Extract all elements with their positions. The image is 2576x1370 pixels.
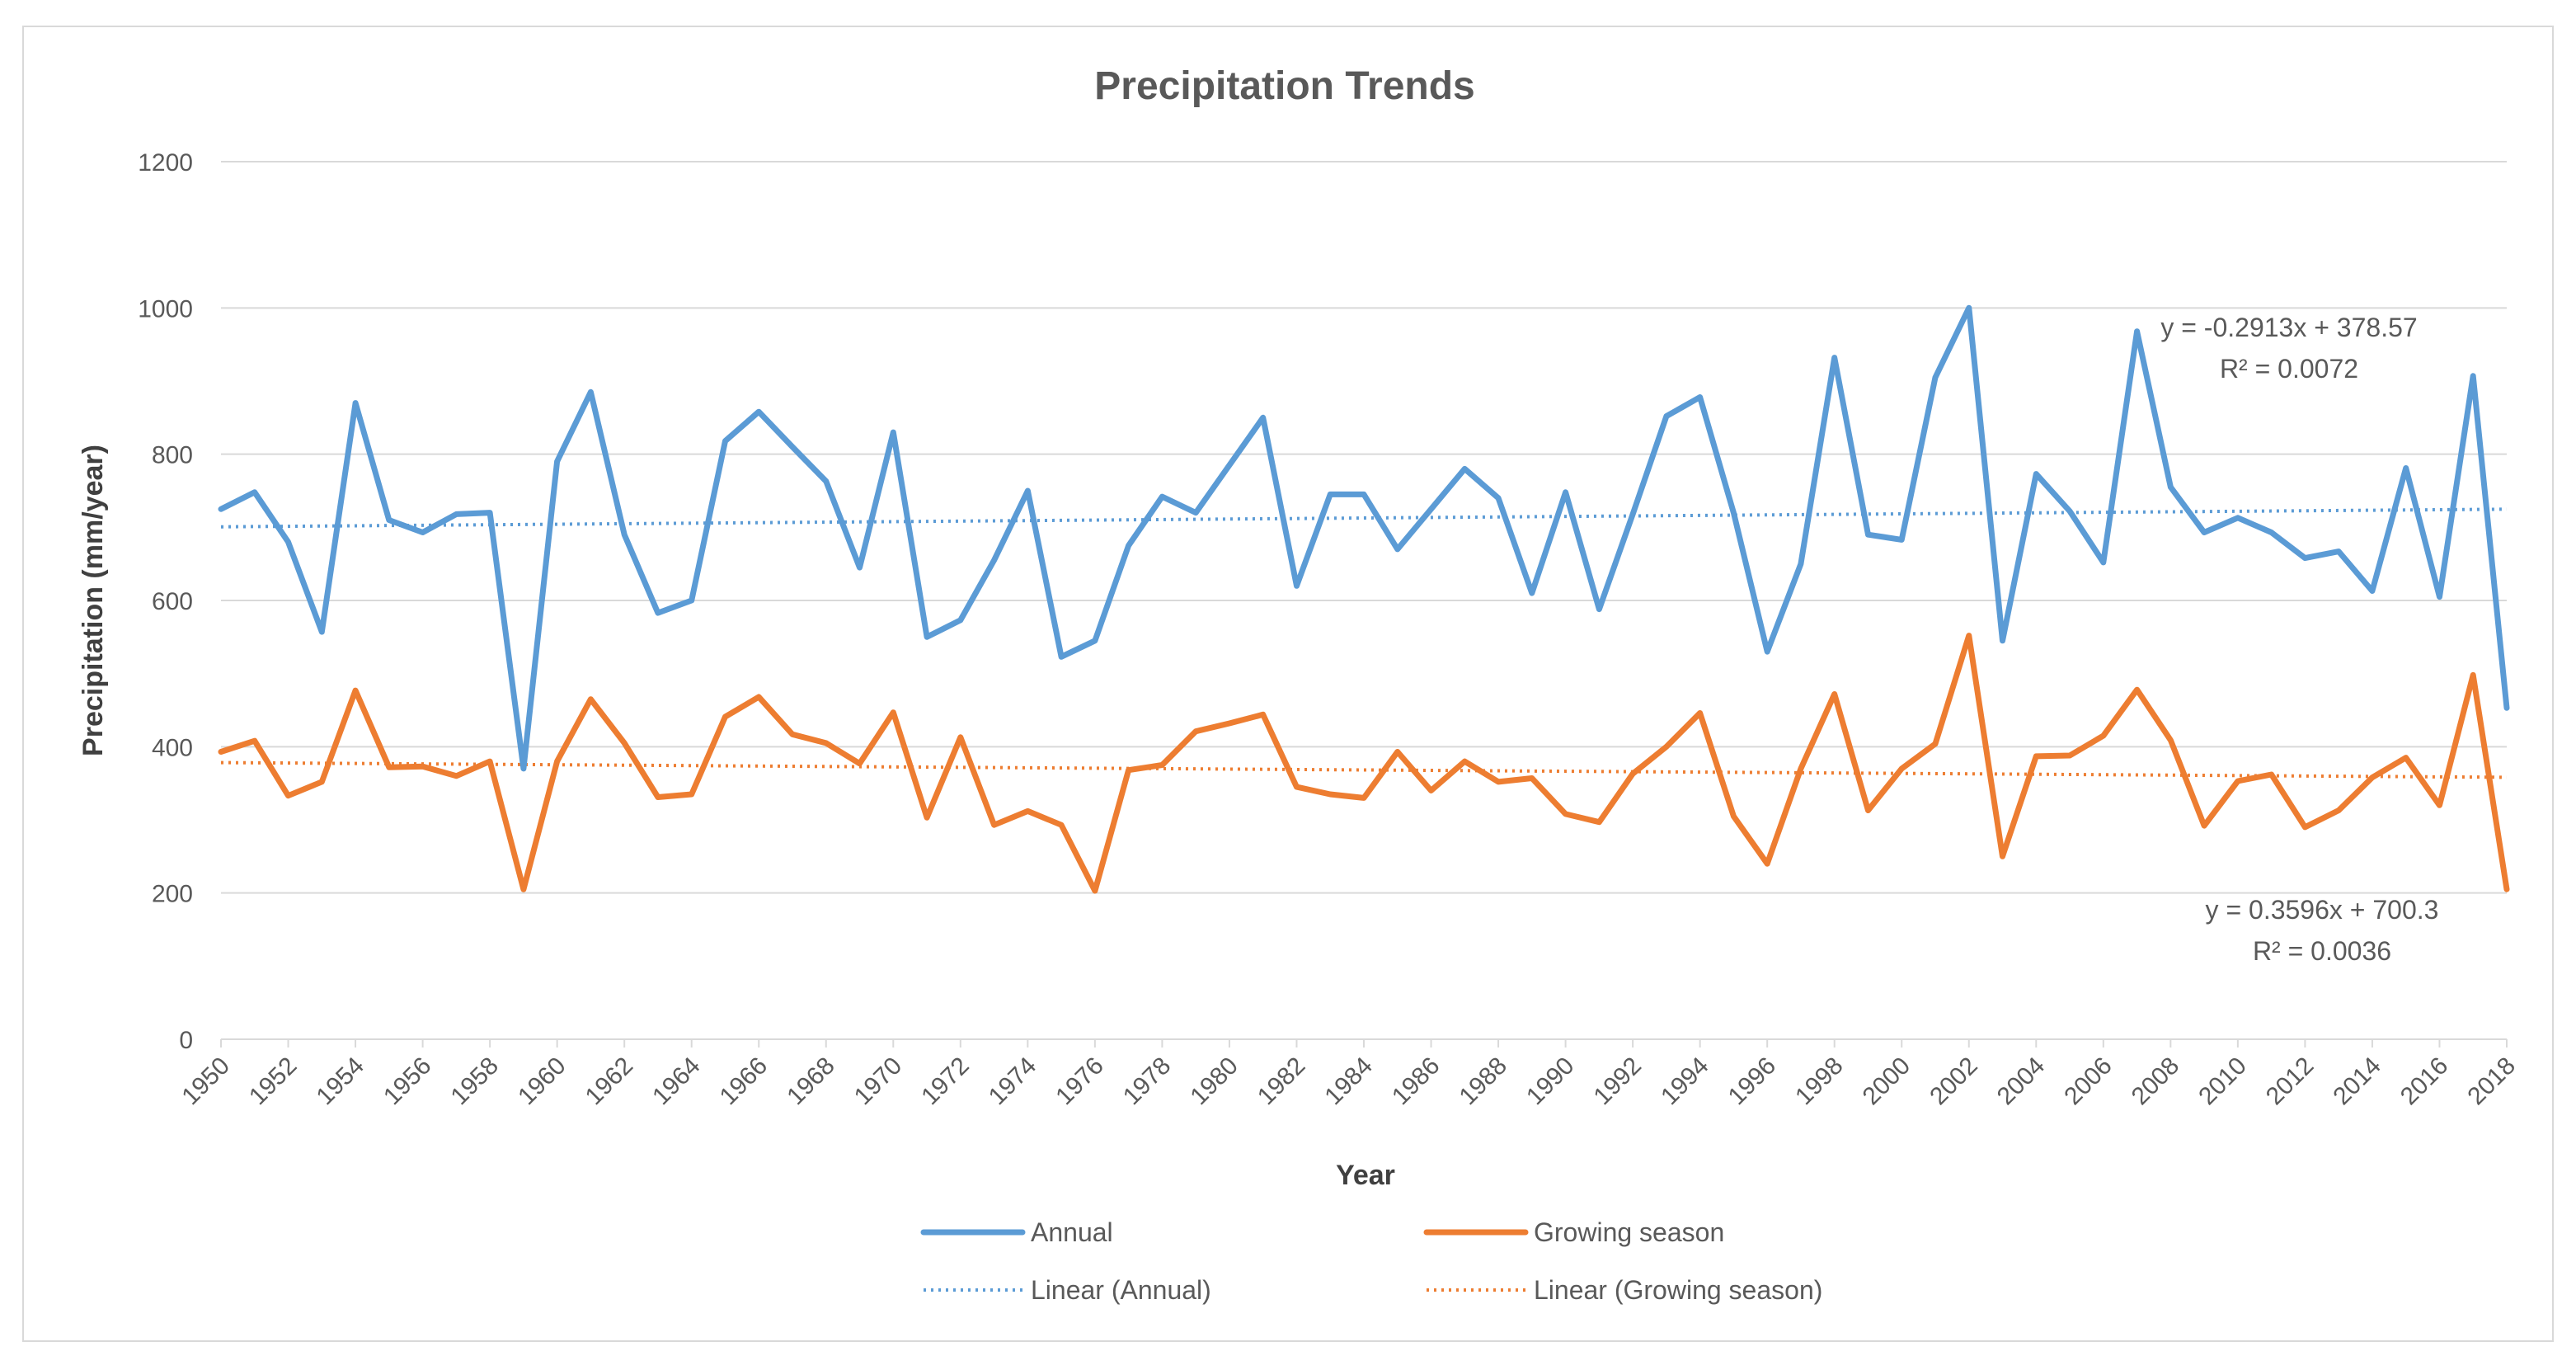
x-axis-label: Year bbox=[1336, 1160, 1395, 1191]
y-tick-label: 800 bbox=[152, 442, 193, 469]
y-axis-label: Precipitation (mm/year) bbox=[78, 445, 109, 756]
chart-title: Precipitation Trends bbox=[1094, 64, 1474, 108]
annual-trend-equation: y = -0.2913x + 378.57 bbox=[2160, 313, 2417, 342]
chart-frame bbox=[22, 26, 2554, 1342]
legend: Annual Growing season Linear (Annual) Linea… bbox=[920, 1217, 1822, 1305]
legend-label: Linear (Growing season) bbox=[1534, 1275, 1822, 1305]
y-tick-label: 1200 bbox=[138, 149, 193, 177]
legend-label: Annual bbox=[1031, 1217, 1113, 1247]
growing-trend-r2: R² = 0.0036 bbox=[2253, 936, 2391, 966]
legend-item: Growing season bbox=[1423, 1217, 1724, 1247]
legend-item: Linear (Annual) bbox=[924, 1275, 1211, 1305]
trendline-annual bbox=[220, 507, 2508, 529]
y-tick-label: 0 bbox=[179, 1027, 193, 1054]
legend-item: Annual bbox=[920, 1217, 1113, 1247]
trendline-growing-season bbox=[220, 760, 2508, 779]
annual-trend-r2: R² = 0.0072 bbox=[2220, 354, 2358, 384]
y-tick-label: 1000 bbox=[138, 295, 193, 322]
legend-item: Linear (Growing season) bbox=[1427, 1275, 1822, 1305]
y-tick-label: 200 bbox=[152, 881, 193, 908]
series-line-annual bbox=[218, 304, 2510, 772]
series-lines bbox=[218, 304, 2510, 894]
trendlines bbox=[220, 507, 2508, 779]
y-tick-label: 400 bbox=[152, 734, 193, 761]
legend-label: Linear (Annual) bbox=[1031, 1275, 1211, 1305]
legend-label: Growing season bbox=[1534, 1217, 1724, 1247]
y-tick-label: 600 bbox=[152, 588, 193, 615]
series-line-growing-season bbox=[218, 633, 2510, 894]
gridlines bbox=[221, 161, 2507, 1040]
y-axis-ticks: 0 200 400 600 800 1000 1200 bbox=[138, 149, 193, 1054]
growing-trend-equation: y = 0.3596x + 700.3 bbox=[2206, 895, 2439, 925]
